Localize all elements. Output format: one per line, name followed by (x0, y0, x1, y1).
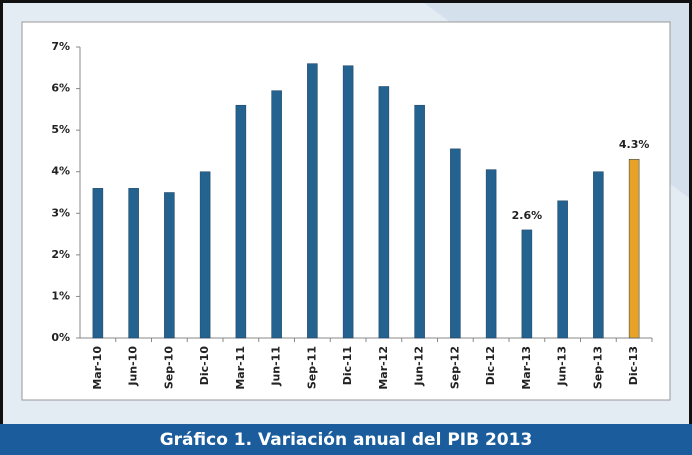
y-tick-label: 4% (51, 165, 70, 178)
x-tick-label: Sep-10 (162, 346, 175, 389)
bar (450, 148, 461, 339)
bar (128, 188, 139, 339)
x-tick-label: Mar-12 (377, 346, 390, 390)
bar (92, 188, 104, 339)
bar (164, 192, 175, 339)
caption: Gráfico 1. Variación anual del PIB 2013 (160, 430, 533, 450)
bar (593, 171, 604, 339)
x-tick-label: Jun-11 (270, 346, 283, 387)
bar (271, 90, 282, 339)
caption-bar (0, 424, 692, 455)
x-tick-label: Sep-11 (305, 346, 318, 389)
x-tick-label: Sep-12 (448, 346, 461, 389)
bar (378, 86, 390, 339)
x-tick-label: Jun-13 (556, 346, 569, 387)
bar (628, 158, 640, 339)
bar (307, 63, 318, 339)
x-tick-label: Dic-10 (198, 346, 211, 386)
bar (485, 169, 497, 339)
bar (235, 104, 247, 339)
x-tick-label: Mar-11 (234, 346, 247, 390)
y-tick-label: 6% (51, 82, 70, 95)
y-tick-label: 7% (51, 40, 70, 53)
x-tick-label: Jun-12 (413, 346, 426, 387)
y-tick-label: 5% (51, 123, 70, 136)
y-tick-label: 0% (51, 331, 70, 344)
data-label: 4.3% (619, 138, 650, 151)
x-tick-label: Jun-10 (127, 346, 140, 387)
bar (414, 104, 425, 339)
x-tick-label: Dic-12 (484, 346, 497, 385)
x-tick-label: Sep-13 (591, 346, 604, 389)
x-tick-label: Mar-13 (520, 346, 533, 390)
y-tick-label: 2% (51, 248, 70, 261)
bar (521, 229, 533, 339)
y-tick-label: 1% (51, 289, 70, 302)
bar (342, 65, 354, 339)
bar (199, 171, 211, 339)
x-tick-label: Mar-10 (91, 346, 104, 390)
y-tick-label: 3% (51, 206, 70, 219)
x-tick-label: Dic-13 (627, 346, 640, 385)
bar (557, 200, 568, 339)
data-label: 2.6% (512, 209, 543, 222)
x-tick-label: Dic-11 (341, 346, 354, 385)
